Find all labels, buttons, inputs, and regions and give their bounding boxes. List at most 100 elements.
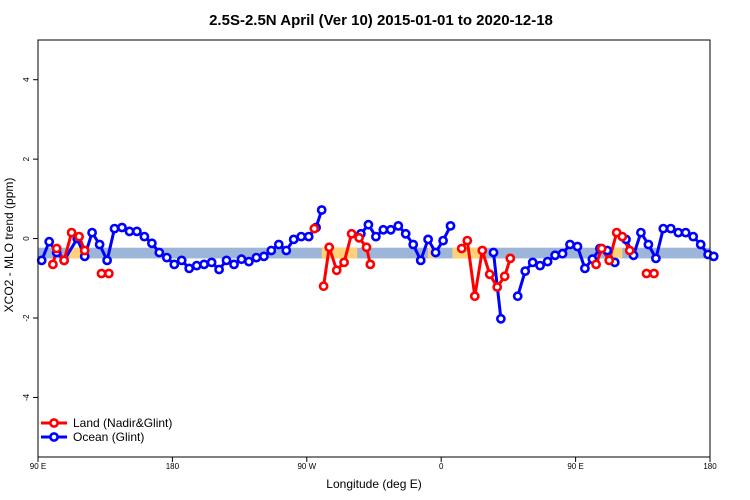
ocean-point-0-15: [154, 247, 165, 258]
ocean-point-0-34: [296, 231, 307, 242]
land-point-0-0: [48, 259, 58, 270]
ocean-band: [38, 247, 710, 259]
ocean-point-4-6: [665, 223, 676, 234]
ocean-point-0-31: [273, 239, 284, 250]
ocean-point-0-20: [191, 260, 202, 271]
land-point-1-1: [104, 268, 114, 279]
land-point-4-0: [456, 243, 467, 254]
ocean-point-2-1: [495, 313, 506, 324]
y-tick-label-0: -4: [22, 393, 31, 401]
ocean-point-0-1: [44, 236, 55, 247]
ocean-point-0-12: [131, 226, 142, 237]
x-tick-label-3: 0: [439, 462, 444, 471]
ocean-point-4-2: [636, 227, 646, 238]
ocean-point-3-3: [535, 260, 545, 271]
legend-label-1: Ocean (Glint): [73, 430, 144, 444]
ocean-point-0-37: [316, 205, 327, 215]
land-point-3-3: [339, 257, 349, 268]
ocean-point-0-6: [87, 227, 97, 238]
plot-frame: [37, 39, 711, 458]
y-tick-label-1: -2: [22, 314, 31, 322]
ocean-point-1-3: [378, 224, 389, 235]
legend-label-0: Land (Nadir&Glint): [73, 416, 172, 430]
x-tick-label-2: 90 W: [297, 462, 316, 471]
land-point-3-6: [361, 242, 372, 253]
land-band-1: [321, 247, 358, 259]
ocean-point-0-8: [102, 255, 112, 266]
ocean-point-0-35: [303, 231, 314, 242]
ocean-point-0-22: [206, 257, 217, 268]
ocean-point-1-4: [385, 224, 396, 235]
ocean-point-1-10: [430, 247, 441, 258]
ocean-point-3-7: [565, 239, 575, 250]
ocean-point-0-16: [161, 252, 172, 263]
y-tick-label-3: 2: [22, 156, 31, 161]
ocean-point-0-14: [146, 238, 157, 249]
ocean-point-0-24: [221, 255, 232, 266]
land-point-5-5: [624, 245, 635, 256]
ocean-point-1-7: [408, 239, 419, 250]
ocean-point-0-18: [176, 255, 187, 266]
ocean-point-4-8: [680, 227, 691, 238]
land-point-3-1: [324, 242, 335, 253]
x-axis-ticks: 90 E 180 90 W 0 90 E 180: [30, 457, 717, 471]
land-point-4-7: [505, 253, 516, 264]
ocean-point-0-13: [139, 231, 150, 242]
legend-marker-1: [49, 432, 59, 442]
ocean-point-1-6: [400, 228, 411, 239]
ocean-point-0-33: [288, 234, 299, 245]
land-point-4-2: [469, 291, 480, 302]
ocean-point-0-9: [109, 223, 120, 234]
land-band-0: [69, 247, 81, 259]
land-point-0-1: [51, 243, 62, 254]
land-point-6-1: [649, 268, 659, 279]
land-point-4-3: [477, 245, 488, 256]
land-point-3-0: [318, 281, 329, 292]
ocean-point-1-12: [445, 220, 456, 231]
ocean-point-0-29: [258, 251, 269, 262]
land-point-0-2: [59, 255, 69, 266]
land-point-0-4: [74, 231, 84, 242]
ocean-point-3-4: [542, 256, 553, 267]
ocean-point-3-5: [550, 250, 560, 261]
ocean-point-0-25: [229, 259, 239, 270]
ocean-point-1-2: [370, 231, 381, 242]
land-band-4: [609, 247, 623, 259]
land-point-0-5: [79, 245, 90, 256]
ocean-point-0-0: [36, 255, 47, 266]
ocean-point-1-5: [393, 220, 404, 231]
ocean-point-0-27: [243, 256, 254, 267]
ocean-point-2-0: [488, 247, 499, 258]
y-tick-label-4: 4: [22, 77, 31, 82]
ocean-point-0-17: [169, 259, 180, 270]
y-tick-label-2: 0: [22, 236, 31, 241]
legend: Land (Nadir&Glint)Ocean (Glint): [41, 416, 172, 444]
x-tick-label-5: 180: [703, 462, 717, 471]
ocean-point-0-21: [199, 259, 209, 270]
ocean-point-0-10: [117, 222, 127, 233]
ocean-point-1-8: [415, 255, 426, 266]
chart-title: 2.5S-2.5N April (Ver 10) 2015-01-01 to 2…: [209, 12, 553, 29]
x-tick-label-0: 90 E: [30, 462, 46, 471]
ocean-point-3-1: [520, 266, 531, 276]
ocean-point-0-7: [94, 239, 105, 250]
land-point-5-2: [604, 255, 615, 266]
ocean-point-0-23: [214, 264, 224, 275]
ocean-point-1-11: [438, 235, 448, 246]
y-axis-ticks: -4 -2 0 2 4: [22, 77, 38, 401]
ocean-point-1-1: [363, 219, 374, 230]
ocean-point-3-0: [512, 291, 523, 302]
ocean-point-1-9: [423, 234, 433, 245]
ocean-point-3-2: [527, 257, 538, 268]
legend-marker-0: [49, 418, 59, 428]
ocean-point-4-5: [658, 223, 669, 234]
land-point-3-7: [365, 259, 376, 270]
ocean-point-0-32: [281, 245, 292, 256]
ocean-point-4-4: [651, 253, 661, 264]
ocean-point-3-6: [557, 248, 568, 259]
land-point-4-6: [499, 271, 510, 282]
land-point-3-2: [331, 265, 342, 276]
ocean-point-0-19: [184, 263, 195, 274]
land-point-6-0: [641, 268, 652, 279]
